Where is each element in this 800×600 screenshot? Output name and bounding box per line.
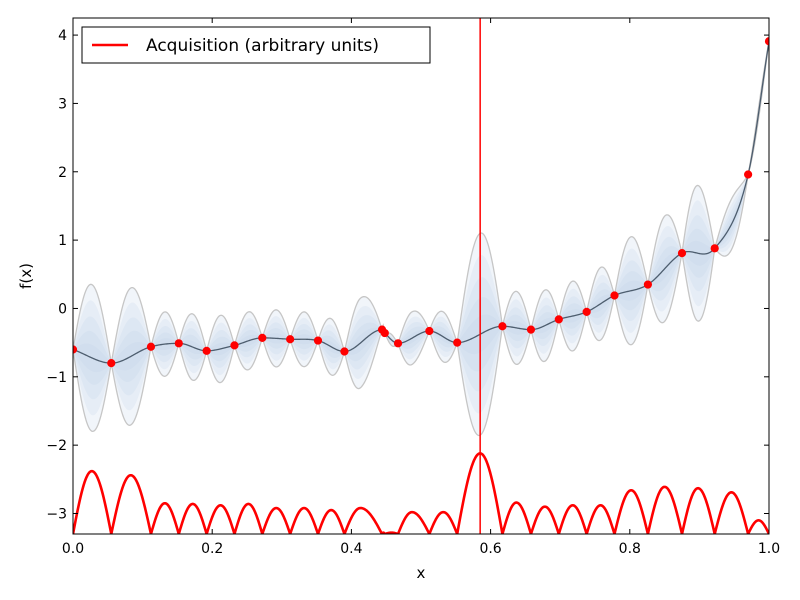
observation-point	[393, 339, 403, 348]
legend-box	[81, 26, 431, 64]
acquisition-line	[73, 452, 769, 534]
observation-point	[498, 322, 507, 331]
observation-point	[425, 326, 434, 336]
observation-point	[380, 328, 389, 338]
x-tick-label: 0.6	[479, 541, 501, 557]
observation-point	[286, 335, 295, 344]
y-tick-label: 1	[58, 233, 67, 249]
y-tick-label: −1	[46, 370, 67, 386]
uncertainty-band-layer-4	[73, 41, 769, 385]
lower-bound-line	[73, 41, 769, 437]
x-tick-label: 0.4	[340, 541, 362, 557]
observation-point	[340, 347, 349, 356]
upper-bound-line	[73, 41, 769, 362]
observation-point	[643, 280, 652, 289]
x-tick-label: 0.8	[619, 541, 641, 557]
observation-point	[202, 346, 211, 355]
axes-frame	[72, 17, 770, 535]
observation-point	[107, 359, 116, 368]
x-tick-label: 1.0	[758, 541, 780, 557]
legend: Acquisition (arbitrary units)	[81, 26, 431, 64]
x-tick-label: 0.2	[201, 541, 223, 557]
x-tick-label: 0.0	[62, 541, 84, 557]
axes-border	[72, 17, 770, 535]
observation-point	[453, 338, 462, 347]
observation-point	[258, 333, 267, 342]
posterior-mean-line	[73, 41, 769, 364]
observation-point	[710, 244, 719, 253]
observation-point	[582, 307, 591, 316]
y-tick-label: 3	[58, 96, 67, 112]
y-tick-label: −3	[46, 506, 67, 522]
uncertainty-band-layer-1	[73, 41, 769, 436]
observation-point	[764, 37, 769, 46]
legend-acquisition-label: Acquisition (arbitrary units)	[146, 36, 379, 56]
uncertainty-band-layer-2	[73, 41, 769, 416]
observation-point	[554, 315, 563, 324]
observation-point	[610, 291, 619, 300]
plot-area	[73, 18, 769, 534]
uncertainty-band-layer-3	[73, 41, 769, 400]
y-axis-title: f(x)	[17, 263, 35, 289]
y-tick-label: −2	[46, 438, 67, 454]
observation-point	[230, 341, 239, 350]
x-axis-title: x	[417, 564, 426, 582]
y-tick-label: 2	[58, 165, 67, 181]
observation-point	[677, 249, 687, 258]
observation-point	[174, 339, 183, 348]
observation-point	[313, 336, 323, 345]
observation-point	[146, 342, 156, 351]
observation-point	[744, 170, 753, 179]
observation-point	[526, 325, 536, 334]
ticks: 0.0 0.2 0.4 0.6 0.8 1.0 −3 −2 −1 0 1 2 3 4	[46, 18, 780, 557]
y-tick-label: 4	[58, 28, 67, 44]
y-tick-label: 0	[58, 301, 67, 317]
